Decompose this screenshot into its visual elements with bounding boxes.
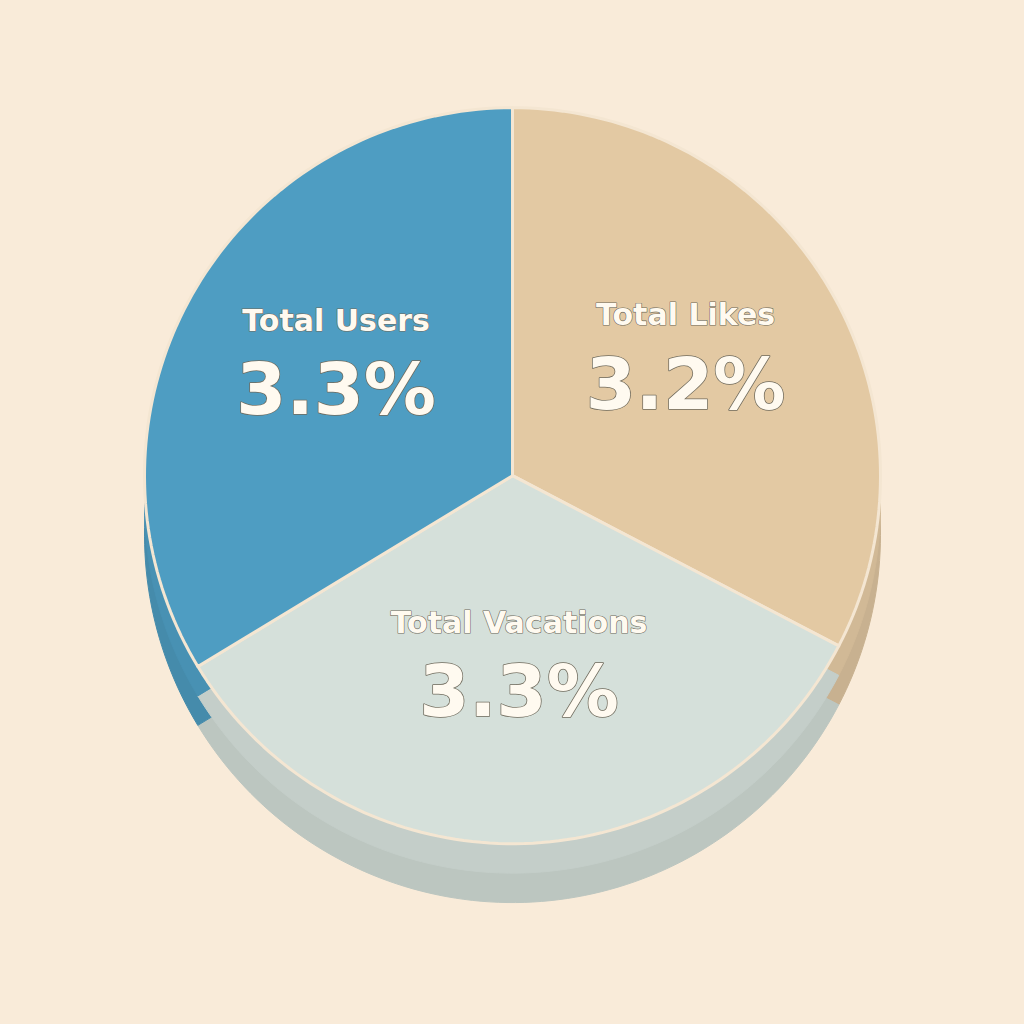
svg-text:Total Likes: Total Likes [596,297,775,332]
svg-text:3.2%: 3.2% [586,342,786,426]
svg-text:3.3%: 3.3% [236,347,436,431]
svg-text:Total Users: Total Users [242,303,430,338]
svg-text:Total Vacations: Total Vacations [391,605,648,640]
svg-text:3.3%: 3.3% [419,649,619,733]
